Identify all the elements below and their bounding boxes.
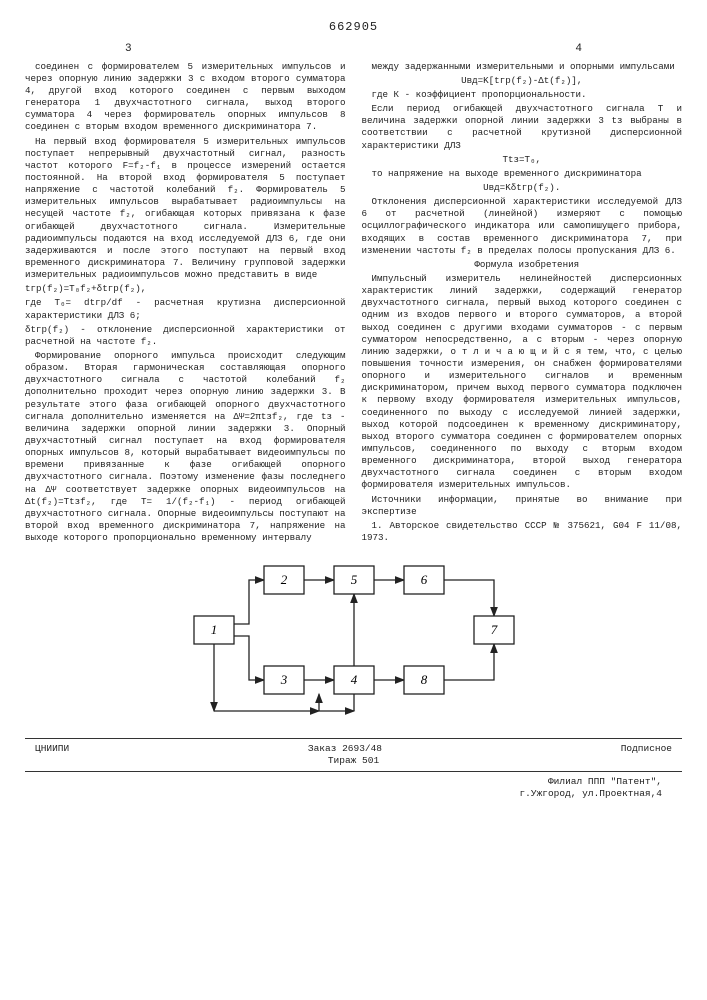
paragraph: Импульсный измеритель нелинейностей дисп… [362,273,683,492]
paragraph: то напряжение на выходе временного дискр… [362,168,683,180]
paragraph: где К - коэффициент пропорциональности. [362,89,683,101]
paragraph: между задержанными измерительными и опор… [362,61,683,73]
paragraph: Источники информации, принятые во вниман… [362,494,683,518]
paragraph: δtгр(f₂) - отклонение дисперсионной хара… [25,324,346,348]
left-column: соединен с формирователем 5 измерительны… [25,61,346,546]
svg-text:8: 8 [420,672,427,687]
paragraph: Формирование опорного импульса происходи… [25,350,346,544]
paragraph: Если период огибающей двухчастотного сиг… [362,103,683,152]
paragraph: Uвд=K[tгр(f₂)-Δt(f₂)], [362,75,683,87]
paragraph: Uвд=Kδtгр(f₂). [362,182,683,194]
paragraph: соединен с формирователем 5 измерительны… [25,61,346,134]
svg-text:2: 2 [280,572,287,587]
footer-branch: Филиал ППП "Патент", [25,776,662,788]
svg-text:6: 6 [420,572,427,587]
paragraph: На первый вход формирователя 5 измерител… [25,136,346,282]
paragraph: где T₀= dtгр/df - расчетная крутизна дис… [25,297,346,321]
paragraph: Отклонения дисперсионной характеристики … [362,196,683,257]
paragraph: Ttз=T₀, [362,154,683,166]
text-columns: соединен с формирователем 5 измерительны… [25,61,682,546]
page-num-right: 4 [575,43,582,57]
right-column: между задержанными измерительными и опор… [362,61,683,546]
paragraph: tгр(f₂)=T₀f₂+δtгр(f₂), [25,283,346,295]
footer-org: ЦНИИПИ [35,743,69,755]
footer-order: Заказ 2693/48 [308,743,382,755]
footer-tirage: Тираж 501 [25,755,682,767]
doc-number: 662905 [25,20,682,35]
footer: ЦНИИПИ Заказ 2693/48 Подписное Тираж 501… [25,738,682,800]
block-diagram: 1 2 3 4 5 6 7 8 [164,556,544,726]
paragraph: 1. Авторское свидетельство СССР № 375621… [362,520,683,544]
svg-text:1: 1 [210,622,217,637]
footer-address: г.Ужгород, ул.Проектная,4 [25,788,662,800]
footer-sign: Подписное [621,743,672,755]
svg-text:4: 4 [350,672,357,687]
formula-title: Формула изобретения [362,259,683,271]
svg-text:7: 7 [490,622,497,637]
svg-text:5: 5 [350,572,357,587]
page-num-left: 3 [125,43,132,57]
svg-text:3: 3 [279,672,287,687]
